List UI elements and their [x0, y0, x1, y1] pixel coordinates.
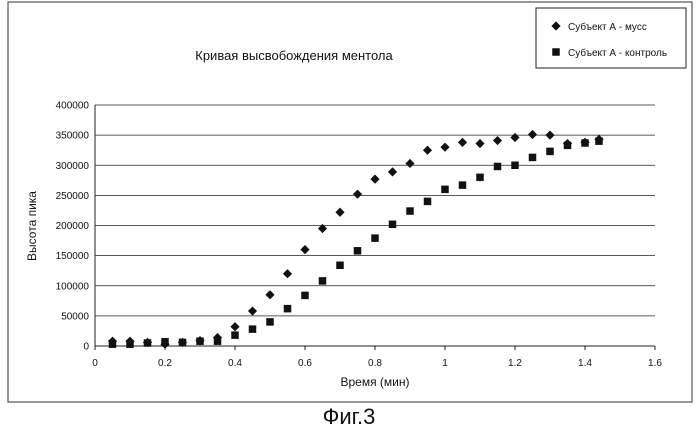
- figure-caption: Фиг.3: [0, 404, 698, 430]
- y-tick-label: 250000: [56, 191, 90, 202]
- x-tick-labels: 0 0.2 0.4 0.6 0.8 1 1.2 1.4 1.6: [92, 358, 662, 369]
- square-point: [126, 340, 134, 348]
- diamond-point: [388, 167, 397, 176]
- square-point: [249, 325, 257, 333]
- gridlines: [95, 105, 655, 316]
- x-tick-label: 1.4: [578, 358, 592, 369]
- square-point: [564, 142, 572, 150]
- y-tick-label: 200000: [56, 221, 90, 232]
- x-axis-title: Время (мин): [340, 375, 409, 389]
- square-point: [529, 154, 537, 162]
- x-tick-label: 1: [442, 358, 448, 369]
- diamond-point: [300, 245, 309, 254]
- square-point: [581, 139, 589, 147]
- square-point: [511, 162, 519, 170]
- square-point: [494, 163, 502, 171]
- y-tick-label: 300000: [56, 161, 90, 172]
- series-control: [109, 137, 603, 348]
- legend-label: Субъект А - мусс: [568, 21, 647, 33]
- square-point: [284, 305, 292, 313]
- square-point: [109, 340, 117, 348]
- diamond-point: [405, 159, 414, 168]
- y-tick-label: 100000: [56, 281, 90, 292]
- square-point: [336, 262, 344, 270]
- square-point: [196, 337, 204, 345]
- diamond-point: [528, 130, 537, 139]
- legend-square-icon: [552, 48, 560, 56]
- y-tick-label: 400000: [56, 101, 90, 112]
- diamond-point: [353, 190, 362, 199]
- chart-title: Кривая высвобождения ментола: [195, 48, 393, 63]
- square-point: [144, 339, 152, 347]
- square-point: [546, 148, 554, 156]
- y-tick-label: 0: [83, 342, 89, 353]
- x-tick-label: 0.6: [298, 358, 312, 369]
- diamond-point: [335, 208, 344, 217]
- diamond-point: [370, 175, 379, 184]
- square-point: [319, 277, 327, 285]
- diamond-point: [423, 146, 432, 155]
- x-tick-label: 0.4: [228, 358, 242, 369]
- square-point: [371, 234, 379, 242]
- y-axis-title: Высота пика: [25, 191, 39, 261]
- square-point: [179, 339, 187, 347]
- diamond-point: [493, 136, 502, 145]
- square-point: [595, 137, 603, 145]
- diamond-point: [545, 131, 554, 140]
- square-point: [161, 338, 169, 346]
- x-tick-label: 1.2: [508, 358, 522, 369]
- x-tick-label: 0.8: [368, 358, 382, 369]
- x-tick-label: 0.2: [158, 358, 172, 369]
- square-point: [389, 221, 397, 229]
- square-point: [459, 181, 467, 189]
- square-point: [214, 337, 222, 345]
- y-tick-labels: 0 50000 100000 150000 200000 250000 300000 3500…: [56, 101, 90, 353]
- y-tick-label: 150000: [56, 251, 90, 262]
- square-point: [406, 207, 414, 215]
- legend-box: [536, 8, 686, 68]
- square-point: [441, 186, 449, 194]
- y-tick-label: 50000: [61, 311, 89, 322]
- square-point: [266, 318, 274, 326]
- square-point: [424, 198, 432, 206]
- diamond-point: [283, 269, 292, 278]
- diamond-point: [458, 138, 467, 147]
- square-point: [301, 292, 309, 300]
- square-point: [476, 174, 484, 182]
- diamond-point: [265, 290, 274, 299]
- legend-label: Субъект А - контроль: [568, 47, 667, 59]
- x-tick-label: 0: [92, 358, 98, 369]
- diamond-point: [475, 139, 484, 148]
- diamond-point: [510, 133, 519, 142]
- legend-item: Субъект А - контроль: [552, 47, 667, 59]
- legend: Субъект А - мусс Субъект А - контроль: [536, 8, 686, 68]
- diamond-point: [230, 322, 239, 331]
- y-tick-label: 350000: [56, 131, 90, 142]
- diamond-point: [248, 306, 257, 315]
- square-point: [231, 331, 239, 339]
- square-point: [354, 247, 362, 255]
- x-tick-label: 1.6: [648, 358, 662, 369]
- diamond-point: [440, 143, 449, 152]
